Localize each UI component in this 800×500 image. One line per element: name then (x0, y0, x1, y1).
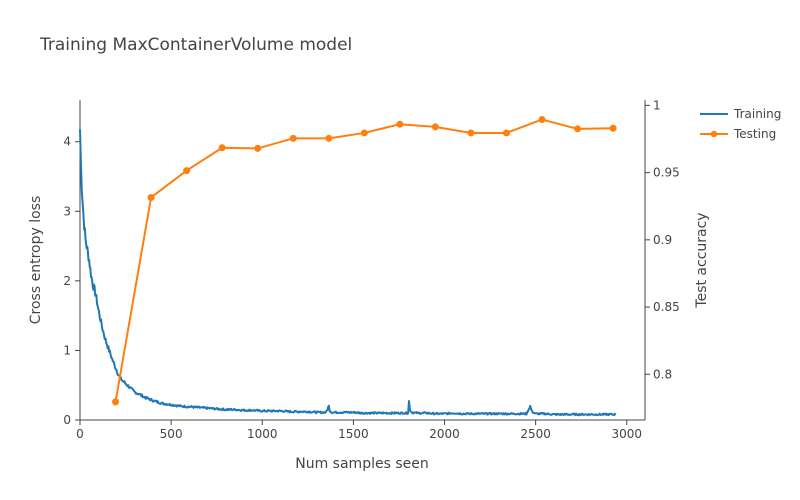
point-testing[interactable] (147, 193, 155, 201)
x-tick-label: 1500 (338, 427, 369, 441)
legend-label-training: Training (733, 107, 781, 121)
x-tick-label: 2000 (429, 427, 460, 441)
legend-marker-testing (710, 130, 718, 138)
x-tick-label: 1000 (247, 427, 278, 441)
series-line-training (79, 129, 617, 417)
y-right-tick-label: 0.85 (653, 300, 680, 314)
point-testing[interactable] (254, 144, 262, 152)
point-testing[interactable] (431, 123, 439, 131)
y-right-tick-label: 0.95 (653, 166, 680, 180)
point-testing[interactable] (289, 134, 297, 142)
point-testing[interactable] (325, 134, 333, 142)
point-testing[interactable] (360, 129, 368, 137)
point-testing[interactable] (396, 120, 404, 128)
y-left-tick-label: 2 (63, 274, 71, 288)
y-left-ticks: 0 1 2 3 4 (63, 135, 80, 427)
y-left-tick-label: 0 (63, 413, 71, 427)
legend-label-testing: Testing (733, 127, 776, 141)
plot-area (79, 115, 617, 417)
x-tick-label: 0 (76, 427, 84, 441)
x-tick-label: 500 (160, 427, 183, 441)
x-tick-label: 2500 (520, 427, 551, 441)
point-testing[interactable] (218, 144, 226, 152)
y-left-tick-label: 3 (63, 204, 71, 218)
point-testing[interactable] (467, 129, 475, 137)
legend-item-training[interactable]: Training (700, 107, 781, 121)
point-testing[interactable] (574, 125, 582, 133)
x-ticks: 0 500 1000 1500 2000 2500 3000 (76, 420, 642, 441)
point-testing[interactable] (502, 129, 510, 137)
point-testing[interactable] (112, 398, 120, 406)
series-line-testing (114, 118, 614, 403)
y-left-axis-title: Cross entropy loss (28, 196, 44, 324)
y-right-tick-label: 0.9 (653, 233, 672, 247)
x-axis-title: Num samples seen (295, 456, 428, 472)
point-testing[interactable] (538, 115, 546, 123)
y-left-tick-label: 4 (63, 135, 71, 149)
legend-item-testing[interactable]: Testing (700, 127, 776, 141)
y-left-tick-label: 1 (63, 343, 71, 357)
y-right-tick-label: 0.8 (653, 367, 672, 381)
y-right-ticks: 0.8 0.85 0.9 0.95 1 (645, 98, 680, 381)
point-testing[interactable] (609, 124, 617, 132)
legend[interactable]: Training Testing (700, 107, 781, 141)
y-right-tick-label: 1 (653, 98, 661, 112)
chart-title: Training MaxContainerVolume model (39, 35, 352, 55)
point-testing[interactable] (183, 167, 191, 175)
x-tick-label: 3000 (612, 427, 643, 441)
y-right-axis-title: Test accuracy (694, 212, 710, 308)
